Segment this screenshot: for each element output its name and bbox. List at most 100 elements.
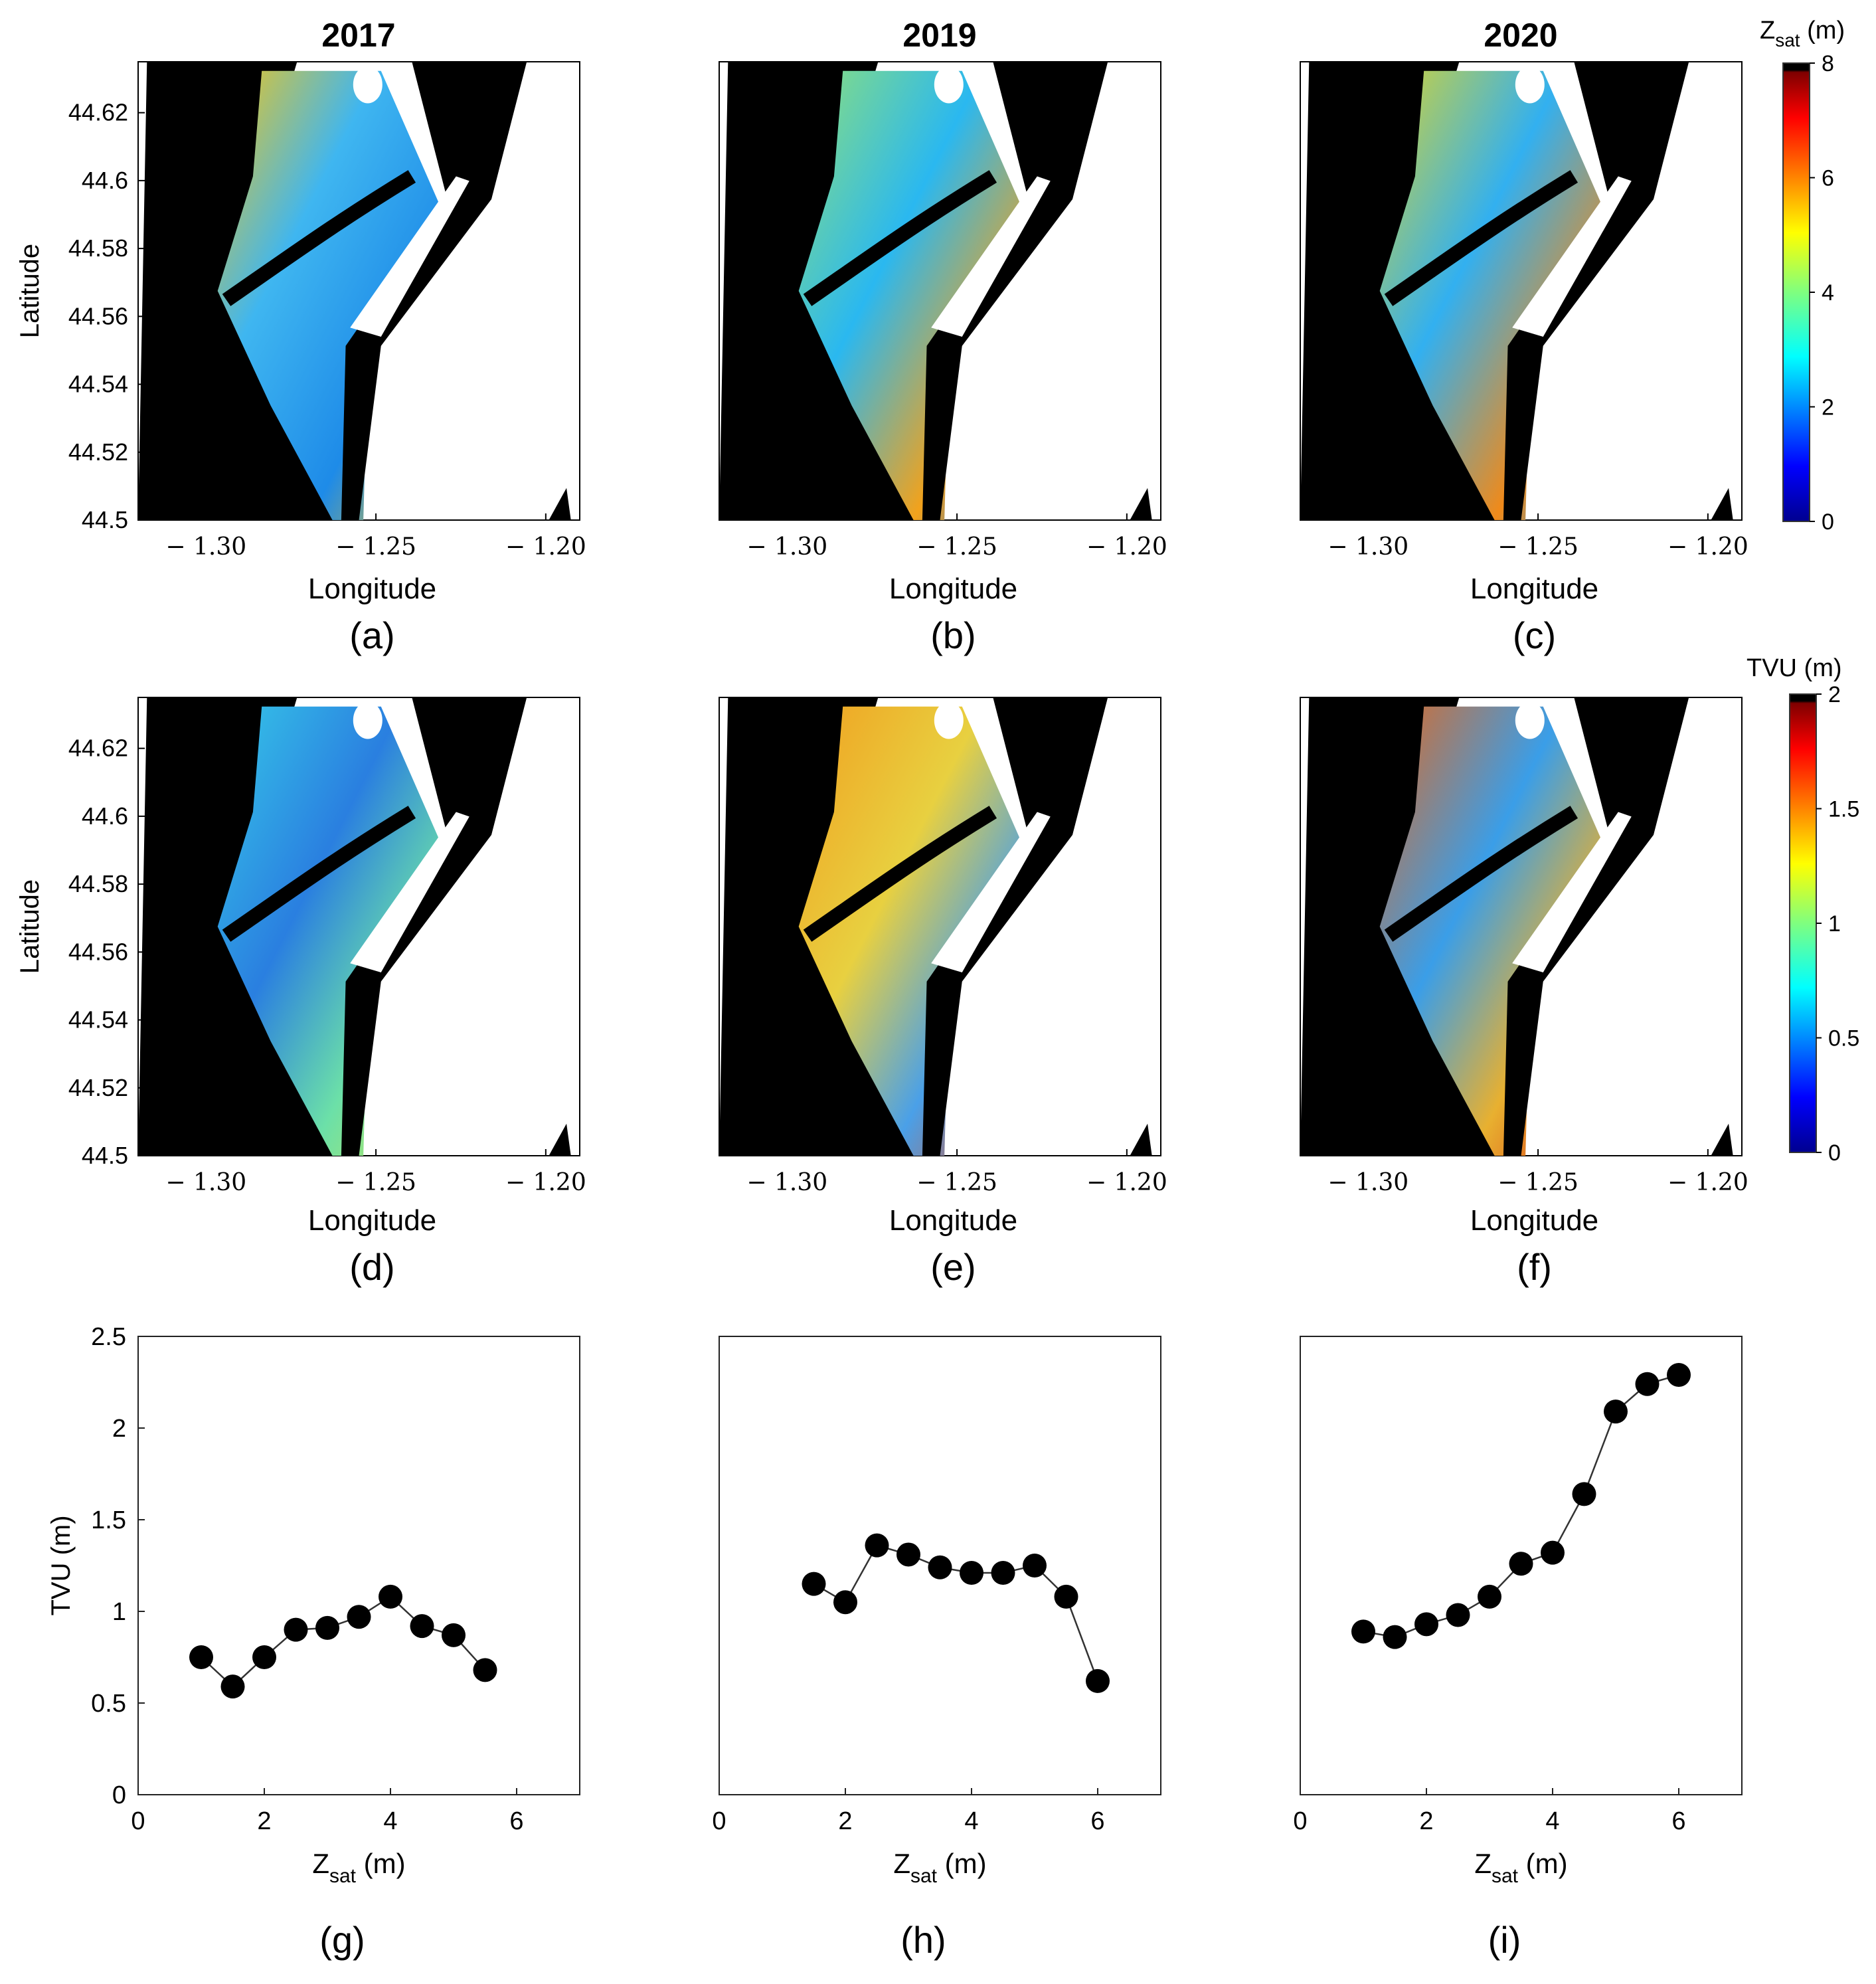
x-tick-label: 0	[1293, 1807, 1307, 1835]
panel-letter: (f)	[1517, 1246, 1552, 1288]
lon-axis-label: Longitude	[889, 1204, 1017, 1237]
data-point	[442, 1623, 466, 1647]
colorbar-tick-label: 1	[1828, 911, 1841, 937]
x-tick-label: 6	[1090, 1807, 1104, 1835]
lon-tick-label: − 1.20	[1667, 1169, 1748, 1196]
small-islet	[549, 1123, 571, 1156]
lon-tick-label: − 1.20	[1086, 1169, 1167, 1196]
colorbar-tick-label: 2	[1822, 395, 1834, 420]
data-point	[1478, 1584, 1501, 1609]
data-point	[802, 1572, 826, 1596]
lat-tick-label: 44.6	[82, 167, 128, 194]
map-axes: − 1.30 − 1.25 − 1.20 Longitude (f)	[1327, 1149, 1748, 1288]
lon-tick-label: − 1.25	[1497, 533, 1578, 561]
colorbar-tvu-label: TVU (m)	[1747, 654, 1842, 682]
sandbank	[1512, 176, 1632, 337]
lon-tick-label: − 1.20	[1667, 533, 1748, 561]
lat-axis-label: Latitude	[15, 879, 44, 974]
panel-letter: (h)	[900, 1919, 946, 1961]
map-panel-e: − 1.30 − 1.25 − 1.20 Longitude (e)	[719, 697, 1167, 1288]
x-axis-label: Zsat (m)	[893, 1848, 986, 1887]
panel-letter: (c)	[1513, 614, 1556, 656]
y-tick-label: 0.5	[91, 1690, 126, 1718]
lat-tick-label: 44.5	[82, 1142, 128, 1169]
lat-tick-label: 44.54	[68, 371, 128, 398]
col-title-2020: 2020	[1484, 17, 1557, 54]
lon-axis-label: Longitude	[308, 573, 436, 605]
map-panel-a: − 1.30 − 1.25 − 1.20 44.62 44.6 44.58 44.56 44.…	[15, 61, 586, 656]
map-panels: − 1.30 − 1.25 − 1.20 44.62 44.6 44.58 44.56 44.…	[15, 61, 1748, 1288]
tvu-plot-2020: 0 2 4 6 Zsat (m) (i)	[1293, 1336, 1743, 1961]
lon-tick-label: − 1.20	[1086, 533, 1167, 561]
data-point	[833, 1590, 857, 1615]
data-point	[1383, 1625, 1407, 1649]
channel	[1384, 170, 1578, 306]
colorbar-tick-label: 4	[1822, 280, 1834, 306]
y-axis-label: TVU (m)	[46, 1515, 76, 1615]
x-tick-label: 6	[509, 1807, 523, 1835]
panel-letter: (b)	[930, 614, 976, 656]
colorbar-tick-label: 1.5	[1828, 797, 1859, 822]
series-line	[201, 1595, 486, 1688]
colorbar-tick-label: 2	[1828, 682, 1841, 707]
data-point	[1054, 1584, 1078, 1609]
lon-axis-label: Longitude	[1470, 573, 1598, 605]
lat-tick-label: 44.54	[68, 1006, 128, 1034]
coast-strip	[922, 62, 1108, 520]
coast-strip	[1503, 697, 1689, 1156]
lat-tick-label: 44.52	[68, 438, 128, 466]
tvu-plot-2017: 0 2 4 6 0 0.5 1 1.5 2 2.5 TVU (m) Zsat (m) (g)	[46, 1323, 580, 1961]
tvu-plot-2019: 0 2 4 6 Zsat (m) (h)	[712, 1336, 1161, 1961]
map-panel-f: − 1.30 − 1.25 − 1.20 Longitude (f)	[1300, 697, 1748, 1288]
small-islet	[1130, 488, 1152, 520]
lon-tick-label: − 1.30	[165, 1169, 246, 1196]
colorbar-tick-label: 8	[1822, 51, 1834, 76]
sandbank	[931, 812, 1051, 972]
map-panel-b: − 1.30 − 1.25 − 1.20 Longitude (b)	[719, 61, 1167, 656]
sandbank	[350, 812, 469, 972]
x-axis-label: Zsat (m)	[312, 1848, 405, 1887]
small-islet	[549, 488, 571, 520]
ocean-mask	[138, 62, 359, 520]
channel	[803, 170, 997, 306]
map-axes: − 1.30 − 1.25 − 1.20 44.62 44.6 44.58 44.56 44.…	[15, 99, 586, 656]
data-point	[220, 1674, 245, 1699]
channel	[222, 170, 416, 306]
panel-letter: (e)	[930, 1246, 976, 1288]
panel-letter: (d)	[349, 1246, 394, 1288]
panel-letter: (a)	[349, 614, 394, 656]
channel	[222, 806, 416, 942]
data-point	[189, 1645, 213, 1669]
x-tick-label: 4	[1545, 1807, 1559, 1835]
series-line	[813, 1544, 1099, 1682]
lat-tick-label: 44.56	[68, 302, 128, 329]
x-tick-label: 6	[1671, 1807, 1685, 1835]
scatter-panels: 0 2 4 6 0 0.5 1 1.5 2 2.5 TVU (m) Zsat (m) (g) 0 2 4 6 Zs…	[46, 1323, 1743, 1961]
ocean-mask	[719, 697, 940, 1156]
small-islet	[1130, 1123, 1152, 1156]
ocean-mask	[1300, 62, 1521, 520]
inlet-patch	[353, 701, 383, 739]
data-point	[865, 1533, 889, 1558]
coast-strip	[341, 697, 527, 1156]
data-point	[379, 1584, 402, 1609]
data-point	[960, 1561, 983, 1585]
lat-axis-label: Latitude	[15, 244, 44, 338]
data-point	[1023, 1554, 1047, 1578]
data-point	[284, 1617, 308, 1642]
col-title-2017: 2017	[321, 17, 395, 54]
lat-tick-label: 44.52	[68, 1074, 128, 1101]
x-tick-label: 0	[131, 1807, 145, 1835]
inlet-patch	[1515, 701, 1545, 739]
lat-tick-label: 44.62	[68, 735, 128, 762]
data-point	[896, 1542, 920, 1567]
inlet-patch	[934, 66, 964, 104]
sandbank	[1512, 812, 1632, 972]
data-point	[1604, 1399, 1628, 1424]
x-axis-label: Zsat (m)	[1474, 1848, 1567, 1887]
data-point	[1667, 1362, 1691, 1387]
lat-tick-label: 44.56	[68, 938, 128, 965]
inlet-patch	[934, 701, 964, 739]
sandbank	[931, 176, 1051, 337]
small-islet	[1711, 1123, 1733, 1156]
